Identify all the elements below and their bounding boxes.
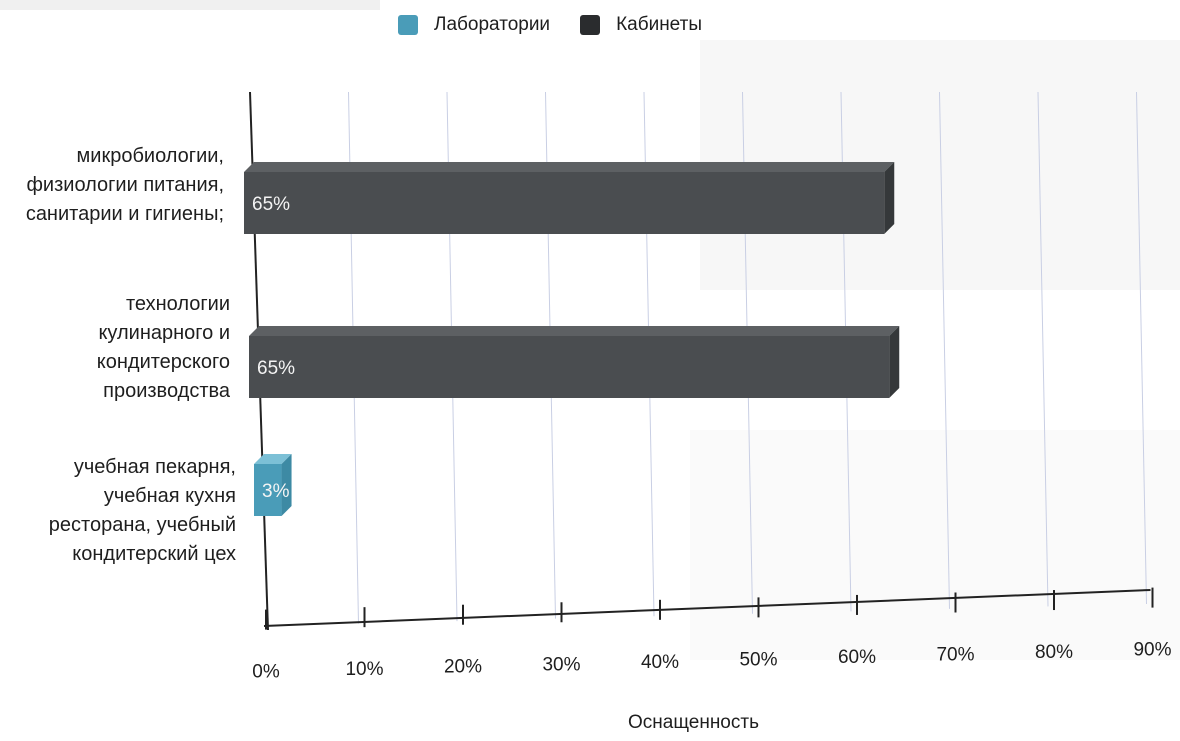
x-tick-label: 40%	[641, 652, 679, 673]
legend-swatch-labs	[398, 15, 418, 35]
x-tick-label: 50%	[739, 649, 777, 670]
background-artifact	[690, 430, 1180, 660]
x-tick-label: 10%	[345, 659, 383, 680]
bar-top-face	[249, 326, 900, 336]
category-label-microbiology: микробиологии, физиологии питания, санит…	[25, 145, 224, 225]
bar-top-face	[254, 454, 292, 464]
x-tick-label: 20%	[444, 657, 482, 678]
category-label-technology: технологии кулинарного и кондитерского п…	[96, 293, 230, 402]
x-tick-label: 0%	[252, 662, 280, 683]
legend: Лаборатории Кабинеты	[398, 14, 732, 36]
bar-value-label: 3%	[262, 481, 290, 502]
bar-value-label: 65%	[257, 358, 295, 379]
bar-side-face	[281, 454, 292, 516]
legend-label-labs: Лаборатории	[434, 14, 551, 35]
background-artifact	[0, 0, 380, 10]
bar	[254, 464, 282, 516]
x-tick-label: 70%	[936, 644, 974, 665]
x-tick-label: 80%	[1035, 642, 1073, 663]
legend-item-cabinets: Кабинеты	[580, 14, 702, 36]
bar	[244, 172, 885, 234]
x-tick-label: 30%	[542, 654, 580, 675]
legend-label-cabinets: Кабинеты	[616, 14, 702, 35]
x-tick-label: 90%	[1133, 640, 1171, 661]
x-tick-label: 60%	[838, 647, 876, 668]
x-axis-line	[263, 589, 1151, 627]
bar-value-label: 65%	[252, 194, 290, 215]
category-label-bakery: учебная пекарня, учебная кухня ресторана…	[48, 456, 236, 565]
gridline	[1136, 91, 1147, 605]
legend-item-labs: Лаборатории	[398, 14, 550, 36]
bar-top-face	[244, 162, 895, 172]
bar	[249, 336, 890, 398]
gridline	[939, 91, 950, 609]
bar-side-face	[884, 162, 895, 234]
bar-side-face	[889, 326, 900, 398]
x-axis-title: Оснащенность	[628, 712, 759, 733]
legend-swatch-cabinets	[580, 15, 601, 35]
gridline	[1037, 91, 1049, 607]
